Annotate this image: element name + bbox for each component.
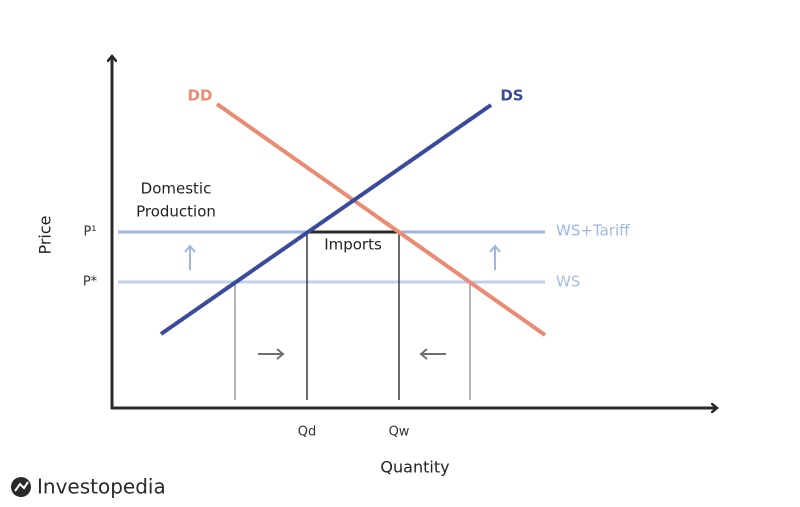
- supply-curve: [159, 103, 493, 336]
- curve-label: DS: [500, 87, 523, 105]
- curve-label: DD: [188, 87, 213, 105]
- region-label: Imports: [324, 236, 382, 254]
- price-label: P¹: [83, 225, 96, 240]
- x-axis-title: Quantity: [380, 458, 449, 477]
- line-label: WS: [556, 273, 580, 291]
- line-label: WS+Tariff: [556, 222, 630, 240]
- quantity-label: Qw: [389, 425, 410, 440]
- brand-logo: [11, 477, 31, 497]
- brand-name: Investopedia: [37, 475, 166, 499]
- region-label: Production: [136, 203, 216, 221]
- region-label: Domestic: [141, 180, 212, 198]
- shift-arrows: [184, 244, 501, 360]
- y-axis-title: Price: [36, 215, 55, 254]
- demand-curve: [215, 102, 547, 337]
- quantity-label: Qd: [298, 425, 316, 440]
- price-label: P*: [83, 275, 98, 290]
